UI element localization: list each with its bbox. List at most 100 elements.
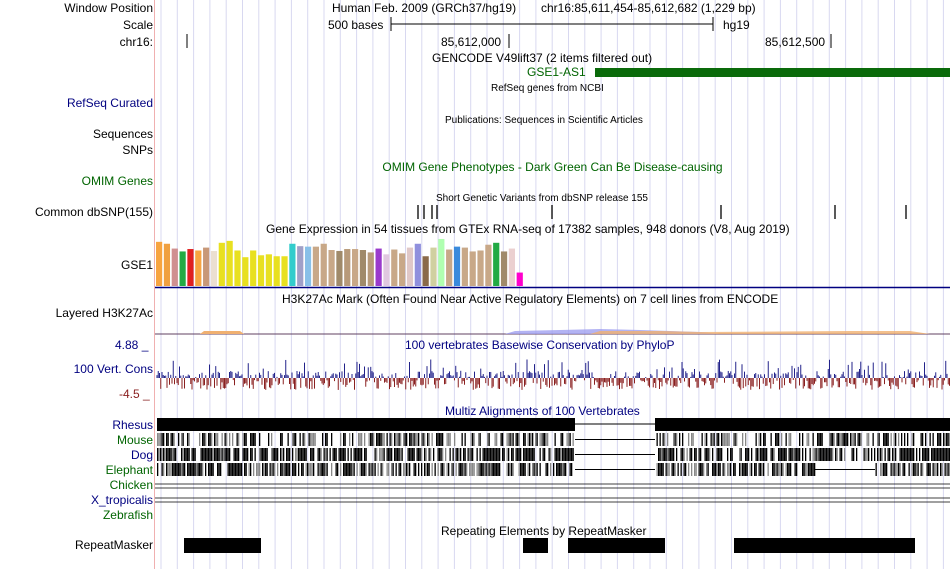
alignment-block (718, 433, 720, 446)
alignment-block (947, 463, 949, 476)
alignment-block (302, 433, 304, 446)
alignment-block (569, 433, 571, 446)
alignment-block (739, 448, 741, 461)
alignment-block (464, 463, 466, 476)
alignment-block (827, 448, 829, 461)
gene-name-gse1-as1[interactable]: GSE1-AS1 (527, 65, 586, 79)
alignment-block (655, 418, 950, 431)
alignment-block (844, 448, 846, 461)
alignment-block (749, 463, 751, 476)
alignment-block (463, 463, 465, 476)
alignment-block (397, 433, 399, 446)
alignment-block (814, 463, 816, 476)
alignment-block (409, 448, 411, 461)
track-label-gse1-gtex[interactable]: GSE1 (120, 258, 153, 272)
alignment-block (184, 448, 186, 461)
alignment-block (421, 448, 423, 461)
alignment-block (370, 463, 372, 476)
alignment-block (181, 433, 183, 446)
alignment-block (436, 433, 438, 446)
alignment-block (751, 463, 753, 476)
track-label-layered-h3k27ac[interactable]: Layered H3K27Ac (55, 306, 153, 320)
alignment-block (665, 463, 667, 476)
track-label-repeatmasker[interactable]: RepeatMasker (74, 538, 153, 552)
species-label-zebrafish[interactable]: Zebrafish (102, 508, 153, 522)
species-label-rhesus[interactable]: Rhesus (112, 418, 153, 432)
alignment-block (352, 463, 354, 476)
alignment-block (253, 463, 255, 476)
alignment-block (172, 433, 174, 446)
alignment-block (667, 463, 669, 476)
alignment-block (262, 463, 264, 476)
alignment-block (518, 448, 520, 461)
alignment-block (830, 433, 832, 446)
alignment-block (161, 463, 163, 476)
alignment-block (190, 463, 192, 476)
alignment-block (767, 463, 769, 476)
alignment-block (874, 448, 876, 461)
alignment-block (860, 433, 862, 446)
species-label-x-tropicalis[interactable]: X_tropicalis (90, 493, 153, 507)
alignment-block (499, 448, 501, 461)
alignment-block (445, 448, 447, 461)
track-label-sequences[interactable]: Sequences (92, 127, 153, 141)
alignment-block (763, 433, 765, 446)
alignment-block (695, 448, 697, 461)
alignment-block (260, 448, 262, 461)
alignment-block (923, 448, 925, 461)
alignment-block (326, 463, 328, 476)
alignment-block (226, 433, 228, 446)
track-label-snps[interactable]: SNPs (122, 143, 153, 157)
alignment-block (740, 463, 742, 476)
alignment-block (355, 448, 357, 461)
alignment-block (844, 433, 846, 446)
alignment-block (458, 463, 460, 476)
alignment-block (893, 463, 895, 476)
alignment-block (395, 463, 397, 476)
alignment-block (896, 463, 898, 476)
alignment-block (373, 463, 375, 476)
alignment-block (326, 433, 328, 446)
alignment-block (302, 463, 304, 476)
alignment-block (326, 448, 328, 461)
alignment-block (482, 463, 484, 476)
alignment-block (788, 463, 790, 476)
species-label-chicken[interactable]: Chicken (109, 478, 153, 492)
species-label-elephant[interactable]: Elephant (105, 463, 153, 477)
alignment-block (550, 463, 552, 476)
alignment-block (718, 463, 720, 476)
alignment-block (794, 463, 796, 476)
alignment-block (502, 433, 504, 446)
gtex-tissue-bar (493, 242, 500, 286)
alignment-block (721, 433, 723, 446)
alignment-block (511, 448, 513, 461)
alignment-block (220, 463, 222, 476)
alignment-block (188, 463, 190, 476)
alignment-block (448, 433, 450, 446)
track-label-omim-genes[interactable]: OMIM Genes (81, 174, 153, 188)
alignment-block (559, 463, 561, 476)
alignment-block (259, 433, 261, 446)
track-label-common-dbsnp[interactable]: Common dbSNP(155) (34, 205, 153, 219)
alignment-block (761, 463, 763, 476)
species-label-dog[interactable]: Dog (130, 448, 153, 462)
alignment-block (248, 463, 250, 476)
alignment-block (926, 448, 928, 461)
alignment-block (415, 433, 417, 446)
alignment-block (865, 448, 867, 461)
species-label-mouse[interactable]: Mouse (116, 433, 153, 447)
alignment-block (425, 463, 427, 476)
alignment-block (788, 448, 790, 461)
alignment-block (880, 463, 882, 476)
alignment-block (746, 448, 748, 461)
gtex-tissue-bar (453, 246, 461, 286)
track-label-refseq-curated[interactable]: RefSeq Curated (66, 96, 153, 110)
track-label-100-vert-cons[interactable]: 100 Vert. Cons (73, 362, 153, 376)
alignment-block (244, 463, 246, 476)
alignment-block (464, 433, 466, 446)
alignment-block (935, 448, 937, 461)
alignment-block (199, 463, 201, 476)
alignment-block (671, 463, 673, 476)
